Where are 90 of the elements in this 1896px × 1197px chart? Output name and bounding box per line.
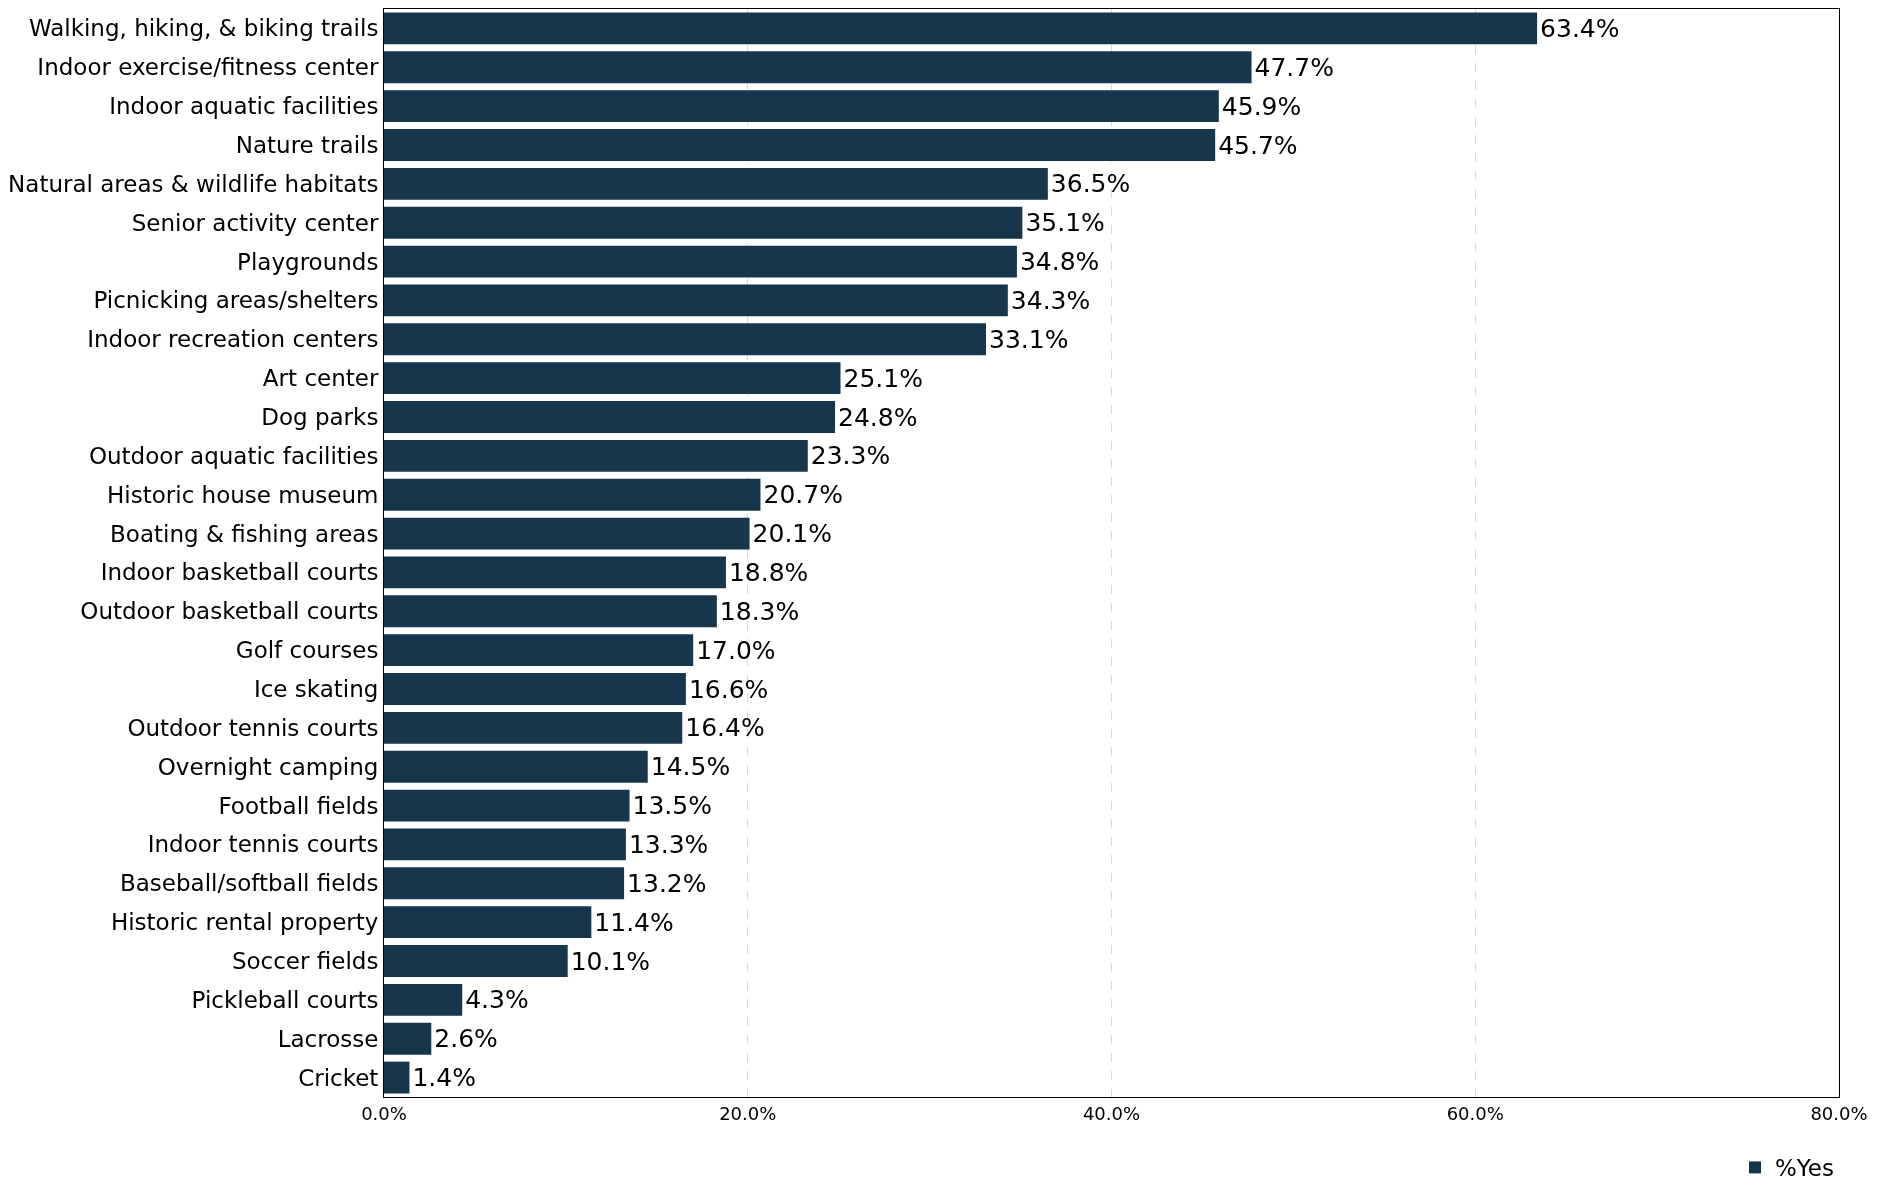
y-tick-label: Overnight camping [157,753,379,780]
bar [384,362,841,395]
data-label: 14.5% [650,752,731,782]
bar [384,789,630,822]
data-label: 34.3% [1010,285,1091,315]
y-tick-label: Dog parks [261,404,379,431]
y-tick-label: Ice skating [253,676,379,703]
bar [384,167,1048,200]
bar [384,634,694,667]
data-label: 63.4% [1540,13,1620,43]
y-tick-label: Walking, hiking, & biking trails [28,15,379,42]
bar [384,12,1538,45]
y-tick-label: Pickleball courts [191,986,379,1013]
y-tick-label: Soccer fields [231,948,379,975]
data-label: 20.7% [763,480,843,510]
data-label: 10.1% [570,946,651,976]
bar [384,673,686,705]
y-tick-label: Natural areas & wildlife habitats [8,170,379,197]
y-tick-label: Indoor recreation centers [87,326,379,353]
data-label: 1.4% [412,1063,476,1093]
data-label: 20.1% [752,519,832,549]
x-tick-label: 80.0% [1810,1102,1868,1124]
y-tick-label: Indoor exercise/fitness center [37,54,379,81]
data-label: 2.6% [434,1024,498,1054]
data-label: 23.3% [810,441,891,471]
y-tick-label: Golf courses [235,637,379,664]
bar [384,478,761,511]
y-tick-label: Lacrosse [277,1025,379,1052]
data-label: 24.8% [838,402,918,432]
y-tick-label: Senior activity center [131,209,379,236]
bar [384,206,1023,239]
bar [384,284,1008,317]
bar [384,1061,410,1094]
bar [384,51,1252,84]
data-label: 4.3% [465,985,529,1015]
y-tick-label: Baseball/softball fields [120,870,379,897]
bar [384,750,648,783]
bar [384,323,987,356]
x-tick-label: 0.0% [361,1102,407,1124]
y-tick-label: Outdoor aquatic facilities [88,442,379,469]
y-tick-label: Outdoor basketball courts [80,598,379,625]
bar [384,906,592,939]
y-tick-label: Boating & fishing areas [110,520,379,547]
bar [384,867,625,900]
data-label: 45.7% [1218,130,1298,160]
data-label: 47.7% [1254,52,1334,82]
y-tick-label: Cricket [298,1064,379,1091]
bar [384,945,568,977]
data-label: 13.2% [627,868,707,898]
data-label: 11.4% [594,907,674,937]
data-label: 18.8% [728,557,809,587]
bar [384,556,726,589]
data-label: 33.1% [989,324,1069,354]
data-label: 36.5% [1050,169,1131,199]
bar [384,711,683,744]
bar [384,595,717,628]
x-tick-label: 40.0% [1082,1102,1141,1124]
y-tick-label: Historic house museum [107,481,379,508]
data-label: 17.0% [696,635,776,665]
y-tick-label: Indoor aquatic facilities [109,93,379,120]
y-tick-label: Historic rental property [110,909,379,936]
bar [384,828,626,861]
bar [384,1022,432,1055]
bar [384,401,836,433]
y-tick-label: Indoor tennis courts [147,831,379,858]
bar [384,129,1216,161]
data-label: 45.9% [1221,91,1302,121]
y-tick-label: Playgrounds [237,248,379,275]
y-tick-label: Nature trails [235,132,379,159]
x-tick-label: 60.0% [1446,1102,1504,1124]
data-label: 34.8% [1019,247,1100,277]
y-tick-label: Outdoor tennis courts [127,714,379,741]
data-label: 35.1% [1025,208,1105,238]
data-label: 16.6% [688,674,769,704]
data-label: 13.3% [628,829,709,859]
y-tick-label: Indoor basketball courts [100,559,379,586]
data-label: 13.5% [632,791,712,821]
bar [384,983,463,1016]
bar [384,245,1017,278]
x-tick-label: 20.0% [719,1102,777,1124]
y-tick-label: Art center [262,365,379,392]
data-label: 18.3% [719,596,800,626]
legend-label: %Yes [1775,1155,1834,1182]
bar [384,90,1219,123]
y-tick-label: Football fields [218,792,379,819]
bar [384,439,808,472]
data-label: 16.4% [685,713,765,743]
data-label: 25.1% [843,363,923,393]
bar [384,517,750,550]
y-tick-label: Picnicking areas/shelters [93,287,379,314]
